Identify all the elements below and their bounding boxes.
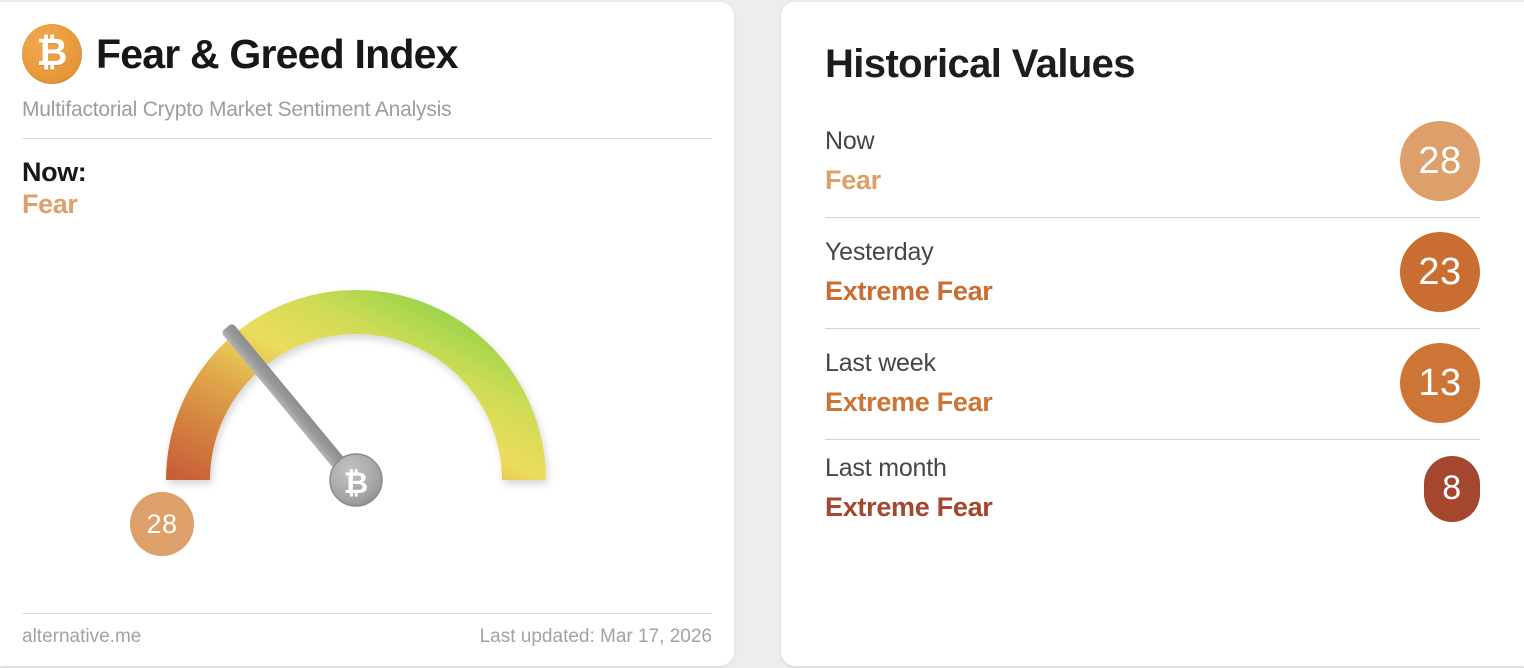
historical-row: Now Fear 28 bbox=[825, 121, 1480, 217]
gauge-needle bbox=[222, 324, 359, 485]
historical-row-text: Last month Extreme Fear bbox=[825, 454, 993, 523]
historical-row-period: Now bbox=[825, 126, 875, 155]
historical-row: Last month Extreme Fear 8 bbox=[825, 439, 1480, 539]
header-divider bbox=[22, 138, 712, 139]
gauge-svg: ₿ bbox=[166, 290, 546, 507]
historical-row: Last week Extreme Fear 13 bbox=[825, 328, 1480, 439]
fear-greed-gauge: ₿ 28 bbox=[18, 230, 718, 580]
historical-row-value-badge: 13 bbox=[1400, 343, 1480, 423]
historical-row: Yesterday Extreme Fear 23 bbox=[825, 217, 1480, 328]
bitcoin-glyph: ₿ bbox=[36, 32, 68, 74]
historical-values-title: Historical Values bbox=[825, 42, 1136, 86]
historical-row-period: Last week bbox=[825, 348, 936, 377]
gauge-card-content: ₿ Fear & Greed Index Multifactorial Cryp… bbox=[0, 2, 734, 666]
historical-row-period: Last month bbox=[825, 454, 947, 482]
now-classification: Fear bbox=[22, 189, 78, 220]
historical-row-value-badge: 23 bbox=[1400, 232, 1480, 312]
historical-row-classification: Extreme Fear bbox=[825, 386, 993, 417]
now-label: Now: bbox=[22, 157, 87, 187]
historical-values-content: Historical Values Now Fear 28 Yesterday Extr… bbox=[781, 2, 1524, 539]
historical-row-classification: Extreme Fear bbox=[825, 492, 993, 522]
historical-row-value-badge: 28 bbox=[1400, 121, 1480, 201]
page-subtitle: Multifactorial Crypto Market Sentiment A… bbox=[22, 98, 452, 121]
current-reading: Now: Fear bbox=[22, 157, 712, 220]
historical-values-card: Historical Values Now Fear 28 Yesterday Extr… bbox=[781, 2, 1524, 666]
historical-row-period: Yesterday bbox=[825, 237, 934, 266]
gauge-arc bbox=[166, 290, 546, 480]
historical-values-list: Now Fear 28 Yesterday Extreme Fear 23 Last wee… bbox=[825, 121, 1480, 539]
historical-row-classification: Fear bbox=[825, 164, 881, 195]
bitcoin-needle-hub-icon: ₿ bbox=[329, 453, 383, 507]
svg-text:₿: ₿ bbox=[344, 467, 368, 500]
last-updated-text: Last updated: Mar 17, 2026 bbox=[479, 626, 712, 647]
gauge-card-footer: alternative.me Last updated: Mar 17, 202… bbox=[22, 613, 712, 648]
historical-row-text: Now Fear bbox=[825, 127, 881, 196]
fear-greed-index-card: ₿ Fear & Greed Index Multifactorial Cryp… bbox=[0, 2, 734, 666]
source-link[interactable]: alternative.me bbox=[22, 626, 142, 647]
gauge-value-text: 28 bbox=[146, 508, 178, 539]
historical-row-classification: Extreme Fear bbox=[825, 275, 993, 306]
historical-row-value-badge: 8 bbox=[1424, 455, 1480, 522]
footer-divider bbox=[22, 613, 712, 614]
historical-row-text: Last week Extreme Fear bbox=[825, 349, 993, 418]
brand-header: ₿ Fear & Greed Index bbox=[22, 24, 712, 84]
bitcoin-icon: ₿ bbox=[22, 24, 82, 84]
page-title: Fear & Greed Index bbox=[96, 30, 458, 77]
historical-row-text: Yesterday Extreme Fear bbox=[825, 238, 993, 307]
gauge-value-badge: 28 bbox=[130, 492, 194, 556]
